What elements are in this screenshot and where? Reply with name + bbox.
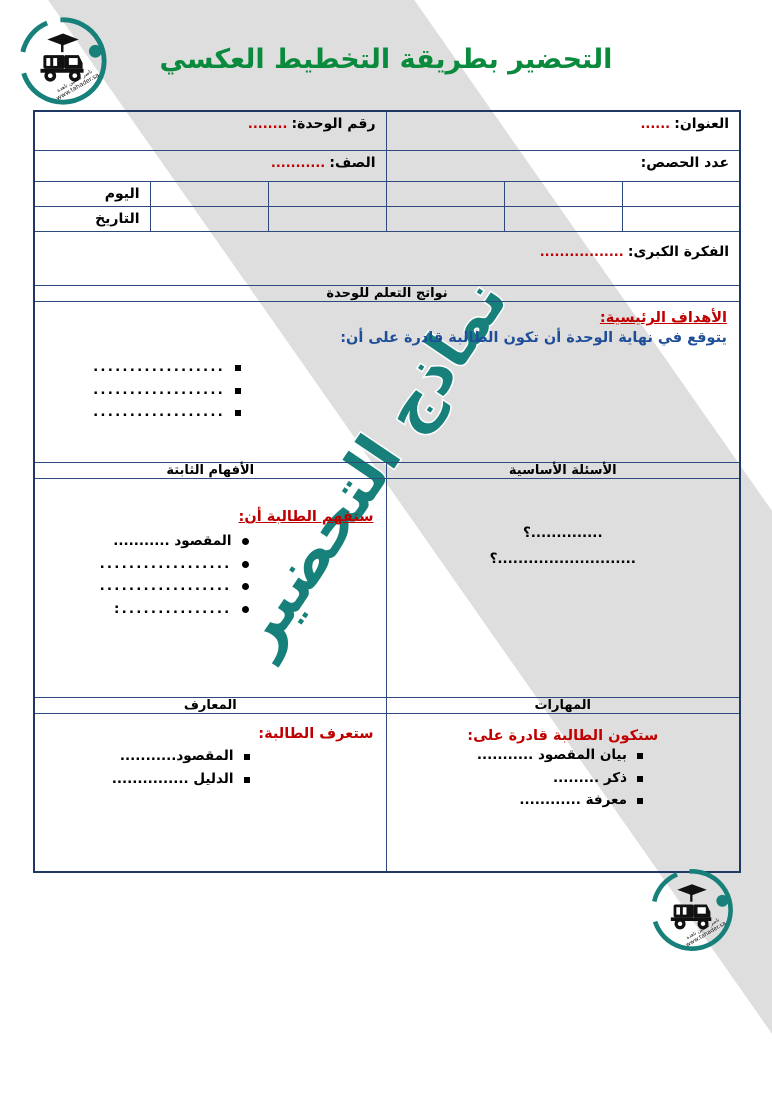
title-value[interactable]: ...... <box>640 117 671 132</box>
unit-number-value[interactable]: ........ <box>247 117 288 132</box>
question-line[interactable]: ..............؟ <box>522 525 603 541</box>
knowledge-list: المقصود........... الدليل ..............… <box>47 748 360 788</box>
date-cell-3[interactable] <box>385 206 505 232</box>
skill-text: معرفة ............ <box>519 792 628 809</box>
skills-list: بيان المقصود ........... ذكر ......... م… <box>399 747 714 809</box>
understanding-text: .................. <box>99 578 232 595</box>
knowledge-text: الدليل ............... <box>111 770 234 787</box>
knowledge-heading: ستعرف الطالبة: <box>258 726 374 742</box>
cell-skills: ستكون الطالبة قادرة على: بيان المقصود ..… <box>385 713 741 873</box>
grade-label: الصف: <box>329 155 376 171</box>
list-item[interactable]: الدليل ............... <box>47 770 252 788</box>
page-title: التحضير بطريقة التخطيط العكسي <box>159 44 613 75</box>
table-row-grade: عدد الحصص: الصف: ........... <box>33 150 741 182</box>
knowledge-text: المقصود........... <box>119 748 234 764</box>
skill-text: بيان المقصود ........... <box>476 747 628 763</box>
cell-knowledge: ستعرف الطالبة: المقصود........... الدليل… <box>33 713 387 873</box>
date-cell-5[interactable] <box>621 206 741 232</box>
understanding-text: .................. <box>99 555 232 572</box>
understandings-heading: ستفهم الطالبة أن: <box>238 509 374 525</box>
skill-text: ذكر ......... <box>552 769 628 786</box>
list-item[interactable]: المقصود........... <box>47 748 252 765</box>
list-item[interactable]: .................. <box>47 381 243 399</box>
objectives-subheading: يتوقع في نهاية الوحدة أن تكون الطالبة قا… <box>340 330 728 346</box>
day-label: اليوم <box>104 186 140 202</box>
table-row-objectives: الأهداف الرئيسية: يتوقع في نهاية الوحدة … <box>33 301 741 463</box>
table-row-knowledge-content: ستكون الطالبة قادرة على: بيان المقصود ..… <box>33 713 741 873</box>
table-row-understandings-headers: الأسئلة الأساسية الأفهام الثابتة <box>33 462 741 479</box>
table-row-understandings-content: ..............؟ ........................… <box>33 478 741 698</box>
day-cell-5[interactable] <box>621 181 741 207</box>
objective-text: .................. <box>93 381 226 398</box>
list-item[interactable]: .................. <box>47 359 243 376</box>
list-item[interactable]: المقصود ........... <box>47 533 250 550</box>
day-cell-2[interactable] <box>267 181 387 207</box>
periods-label: عدد الحصص: <box>640 155 730 171</box>
list-item[interactable]: ذكر ......... <box>399 769 646 787</box>
objective-text: .................. <box>93 404 226 421</box>
tahader-logo-bottom: www.tahader.sa ناصر تطمين ناهدة <box>646 864 738 956</box>
understanding-text: المقصود ........... <box>113 533 232 549</box>
date-cell-4[interactable] <box>503 206 623 232</box>
question-line[interactable]: ...........................؟ <box>489 551 636 567</box>
cell-grade: الصف: ........... <box>33 150 387 182</box>
objectives-list: .................. .................. ..… <box>47 359 713 421</box>
skills-heading: ستكون الطالبة قادرة على: <box>467 728 659 744</box>
cell-title: العنوان: ...... <box>385 110 741 151</box>
understandings-list: المقصود ........... .................. .… <box>47 533 360 618</box>
enduring-understandings-header: الأفهام الثابتة <box>33 462 387 479</box>
table-row-big-idea: الفكرة الكبرى: ................. <box>33 231 741 286</box>
unit-number-label: رقم الوحدة: <box>291 116 376 132</box>
list-item[interactable]: بيان المقصود ........... <box>399 747 646 764</box>
list-item[interactable]: .................. <box>47 555 250 573</box>
table-row-knowledge-headers: المهارات المعارف <box>33 697 741 714</box>
cell-big-idea: الفكرة الكبرى: ................. <box>33 231 741 286</box>
big-idea-value[interactable]: ................. <box>539 245 624 260</box>
essential-questions-header: الأسئلة الأساسية <box>385 462 741 479</box>
date-cell-1[interactable] <box>149 206 269 232</box>
tahader-logo-top: www.tahader.sa ناصر تطمين ناهدة <box>14 12 112 110</box>
day-cell-3[interactable] <box>385 181 505 207</box>
lesson-plan-table: العنوان: ...... رقم الوحدة: ........ عدد… <box>33 110 742 873</box>
objectives-heading: الأهداف الرئيسية: <box>599 310 728 326</box>
table-row-day: اليوم <box>33 181 741 207</box>
date-label-cell: التاريخ <box>33 206 151 232</box>
day-cell-4[interactable] <box>503 181 623 207</box>
cell-periods: عدد الحصص: <box>385 150 741 182</box>
objective-text: .................. <box>93 359 226 375</box>
skills-header: المهارات <box>385 697 741 714</box>
table-row-date: التاريخ <box>33 206 741 232</box>
cell-enduring-understandings: ستفهم الطالبة أن: المقصود ........... ..… <box>33 478 387 698</box>
day-label-cell: اليوم <box>33 181 151 207</box>
table-row-unit: العنوان: ...... رقم الوحدة: ........ <box>33 110 741 151</box>
day-cell-1[interactable] <box>149 181 269 207</box>
list-item[interactable]: معرفة ............ <box>399 792 646 809</box>
cell-objectives: الأهداف الرئيسية: يتوقع في نهاية الوحدة … <box>33 301 741 463</box>
big-idea-label: الفكرة الكبرى: <box>627 244 730 260</box>
list-item[interactable]: .................. <box>47 578 250 595</box>
title-label: العنوان: <box>674 116 730 132</box>
table-row-outcomes-header: نواتج التعلم للوحدة <box>33 285 741 302</box>
grade-value[interactable]: ........... <box>270 156 326 171</box>
list-item[interactable]: .................. <box>47 404 243 421</box>
knowledge-header: المعارف <box>33 697 387 714</box>
understanding-text: ...............: <box>113 600 232 617</box>
cell-unit-number: رقم الوحدة: ........ <box>33 110 387 151</box>
list-item[interactable]: ...............: <box>47 600 250 618</box>
date-cell-2[interactable] <box>267 206 387 232</box>
outcomes-header: نواتج التعلم للوحدة <box>33 285 741 302</box>
date-label: التاريخ <box>95 211 140 227</box>
cell-essential-questions: ..............؟ ........................… <box>385 478 741 698</box>
